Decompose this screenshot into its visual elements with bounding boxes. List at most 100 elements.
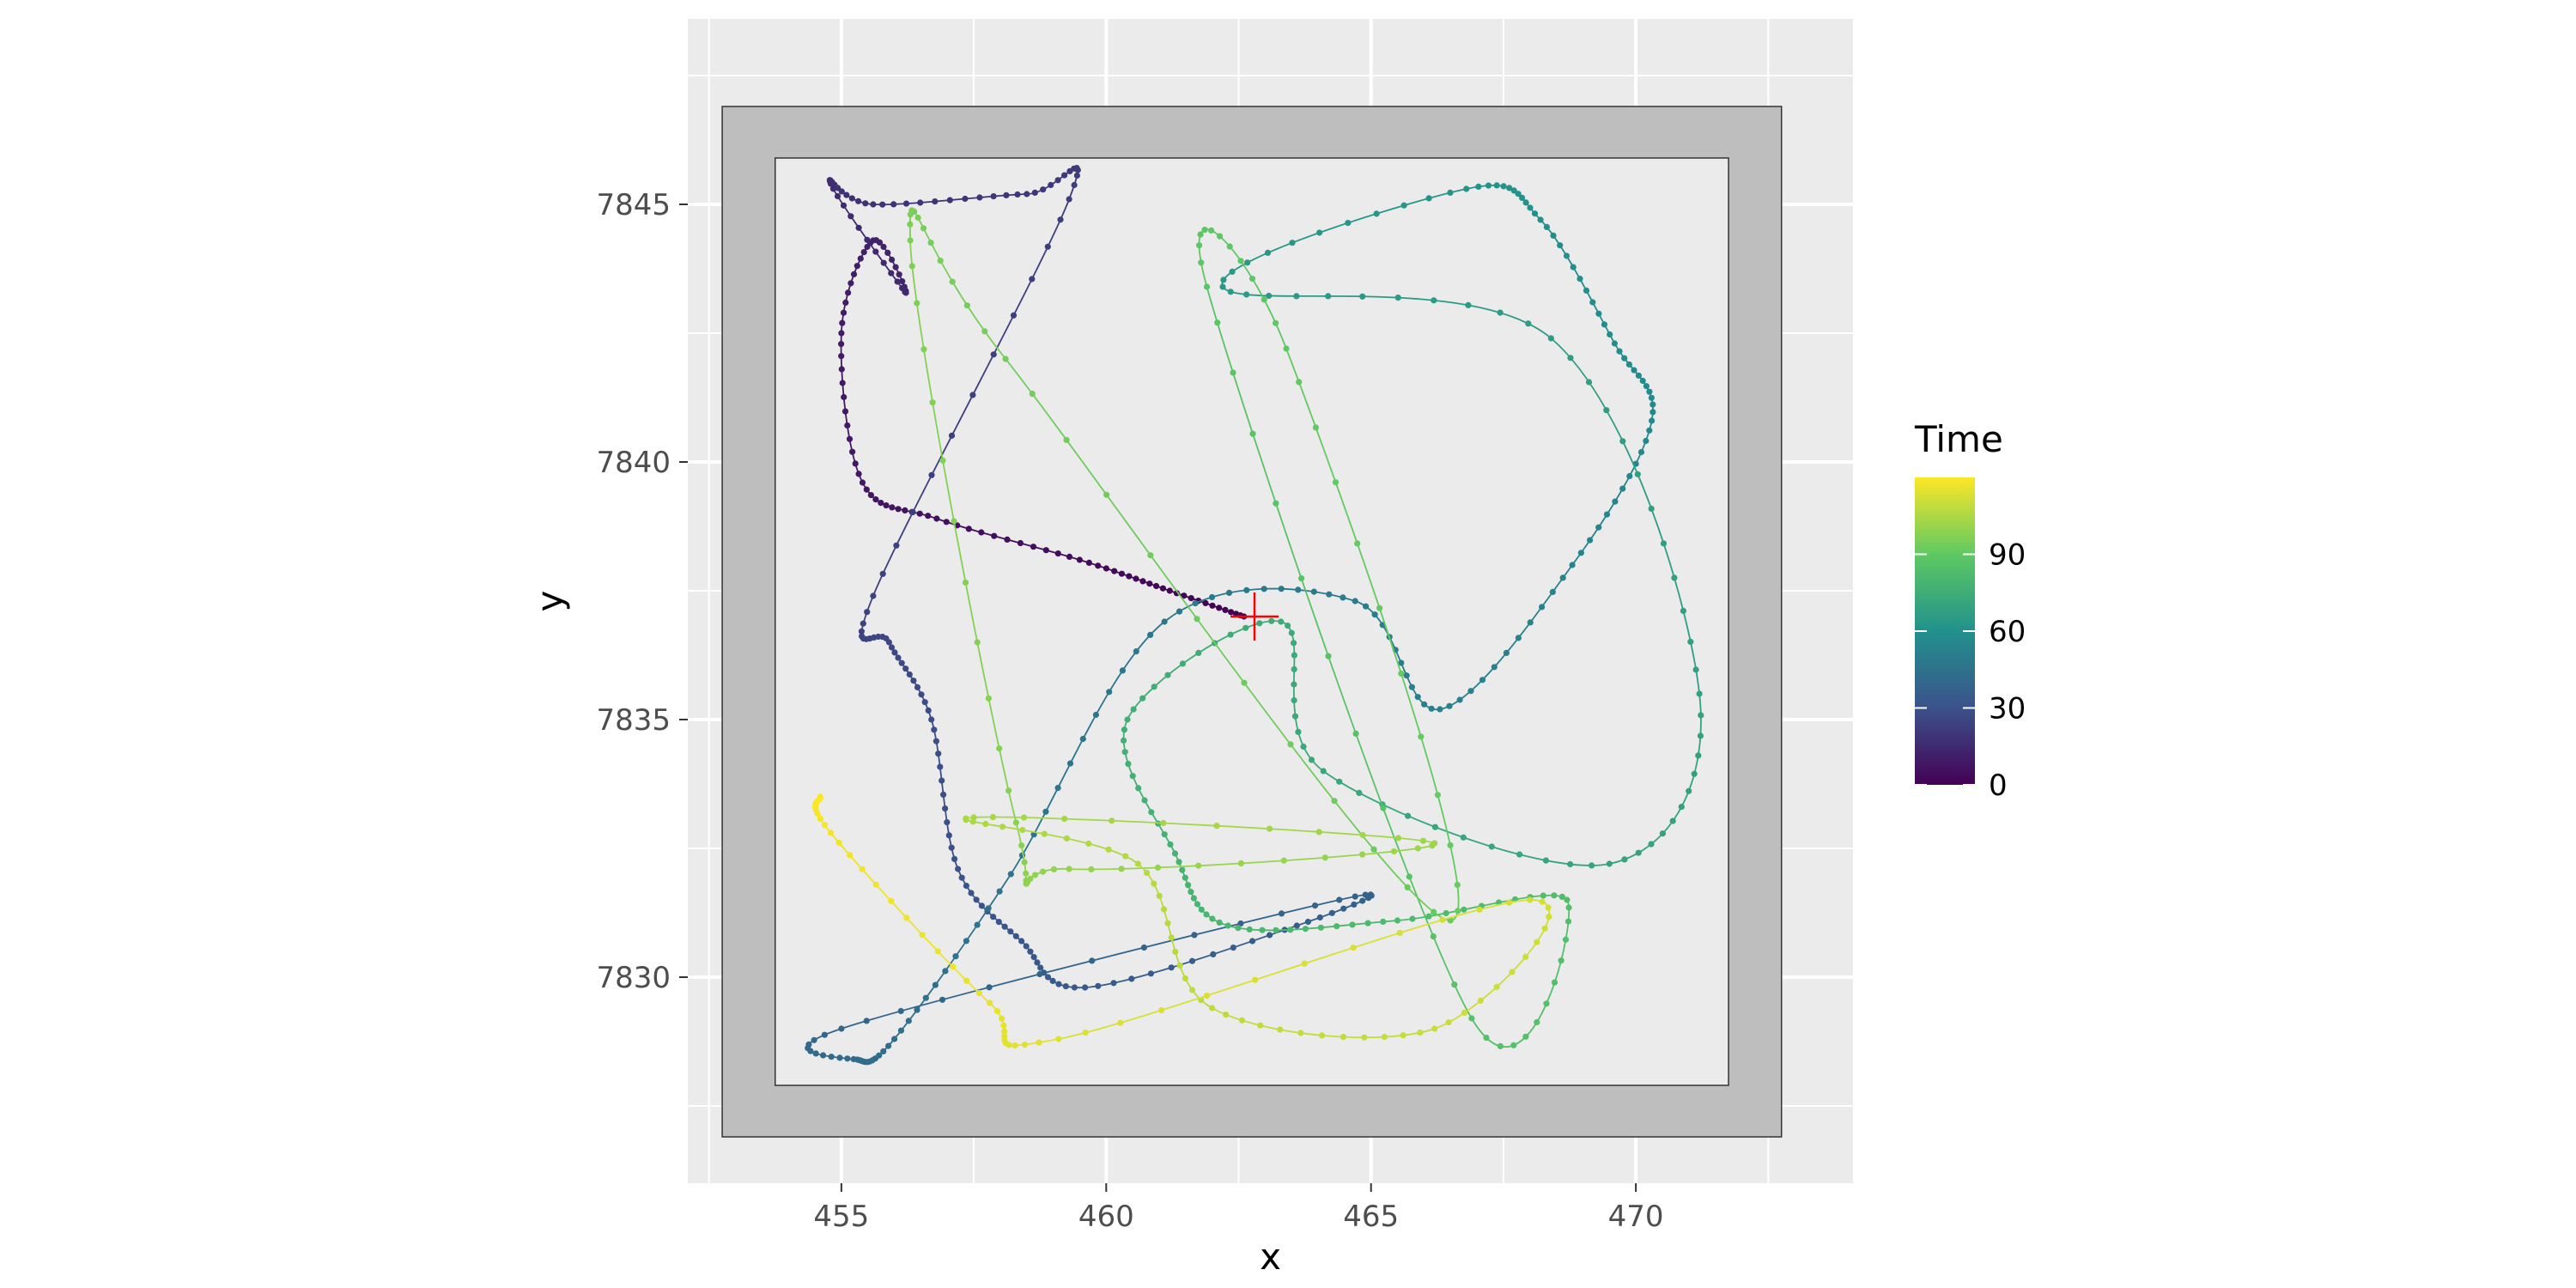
track-point <box>939 457 946 464</box>
track-point <box>1220 276 1227 283</box>
legend-tick-label: 0 <box>1989 769 2008 803</box>
track-point <box>1296 379 1303 386</box>
track-point <box>1425 913 1432 920</box>
track-point <box>1467 688 1474 695</box>
track-point <box>1291 665 1297 673</box>
track-point <box>914 214 921 222</box>
track-point <box>1562 936 1570 943</box>
track-point <box>1352 730 1359 738</box>
track-point <box>835 839 842 847</box>
track-point <box>918 691 925 698</box>
y-tick-label: 7840 <box>596 446 671 480</box>
track-point <box>1698 712 1704 719</box>
track-point <box>1119 667 1126 674</box>
track-point <box>1280 857 1287 864</box>
track-point <box>1456 696 1463 703</box>
track-point <box>1612 498 1619 505</box>
track-point <box>914 300 920 307</box>
track-point <box>872 248 879 255</box>
track-point <box>1635 849 1642 856</box>
track-point <box>1686 787 1692 794</box>
track-point <box>1371 611 1378 618</box>
track-point <box>1164 920 1171 927</box>
track-point <box>1044 974 1052 981</box>
track-point <box>963 302 970 309</box>
track-point <box>841 393 848 401</box>
track-point <box>1261 296 1267 303</box>
track-point <box>1649 409 1656 416</box>
track-point <box>872 496 879 503</box>
track-point <box>891 649 898 656</box>
track-point <box>1479 677 1486 683</box>
track-point <box>1583 287 1590 294</box>
track-point <box>1227 631 1234 638</box>
legend-tick-label: 30 <box>1989 692 2026 726</box>
track-point <box>996 888 1003 895</box>
track-point <box>1242 624 1249 631</box>
track-point <box>1541 925 1548 932</box>
track-point <box>1390 848 1397 855</box>
track-point <box>1497 309 1504 316</box>
track-point <box>1468 1015 1475 1022</box>
track-point <box>1381 1034 1388 1041</box>
track-point <box>1283 345 1290 352</box>
track-point <box>963 938 969 945</box>
track-point <box>1203 911 1210 918</box>
track-point <box>978 902 985 909</box>
track-point <box>1139 695 1146 702</box>
track-point <box>1340 1034 1347 1041</box>
track-point <box>1160 906 1168 913</box>
track-point <box>1370 846 1377 853</box>
track-point <box>991 532 998 539</box>
track-point <box>1334 923 1340 930</box>
track-point <box>1359 831 1366 839</box>
track-point <box>857 255 864 262</box>
track-point <box>1031 189 1038 196</box>
track-point <box>1039 868 1047 875</box>
track-point <box>821 1031 829 1038</box>
track-point <box>1057 216 1064 223</box>
track-point <box>1311 902 1319 909</box>
track-point <box>1678 804 1685 811</box>
legend-ticks: 0 30 60 90 <box>1915 538 2026 803</box>
track-point <box>931 726 938 733</box>
track-point <box>942 805 949 812</box>
track-point <box>993 1008 1000 1015</box>
track-point <box>989 814 996 821</box>
track-point <box>1188 595 1194 602</box>
track-point <box>963 977 970 984</box>
track-point <box>1071 984 1078 991</box>
track-point <box>1431 908 1437 915</box>
track-point <box>1414 694 1421 701</box>
track-point <box>1293 922 1300 929</box>
track-point <box>834 192 841 200</box>
track-point <box>1332 479 1340 486</box>
track-point <box>1256 620 1263 627</box>
track-point <box>844 422 851 429</box>
track-point <box>1649 401 1656 408</box>
track-point <box>939 777 945 784</box>
track-point <box>827 829 835 836</box>
track-point <box>1497 1042 1504 1049</box>
track-point <box>1014 191 1021 198</box>
track-point <box>897 1027 905 1034</box>
track-point <box>820 1052 827 1059</box>
track-point <box>1103 491 1110 498</box>
track-point <box>1551 892 1558 899</box>
track-point <box>1493 182 1500 189</box>
track-point <box>876 239 884 246</box>
track-point <box>1041 830 1048 837</box>
track-point <box>1246 926 1253 933</box>
track-point <box>1340 905 1347 912</box>
track-point <box>1515 635 1522 641</box>
track-point <box>1208 227 1215 234</box>
track-point <box>1680 607 1686 615</box>
track-point <box>1373 210 1380 217</box>
track-point <box>1437 706 1443 713</box>
track-point <box>880 1048 887 1054</box>
track-point <box>1551 979 1558 986</box>
track-point <box>860 620 866 627</box>
track-point <box>1515 191 1522 197</box>
